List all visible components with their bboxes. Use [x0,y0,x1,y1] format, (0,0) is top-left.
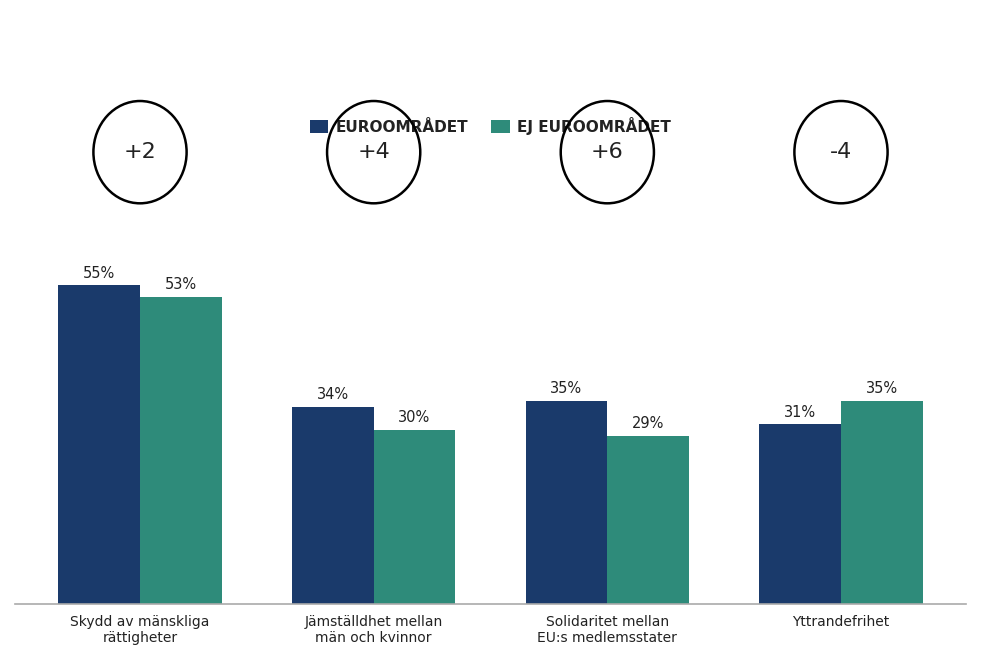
Text: 53%: 53% [165,277,197,292]
Text: 35%: 35% [550,381,583,397]
Text: +6: +6 [591,142,624,162]
Text: +2: +2 [124,142,156,162]
Bar [374,430,455,604]
Bar [140,297,222,604]
Legend: EUROOMRÅDET, EJ EUROOMRÅDET: EUROOMRÅDET, EJ EUROOMRÅDET [310,117,671,135]
Text: 55%: 55% [83,265,115,280]
Bar [526,401,607,604]
Bar [58,285,140,604]
Text: -4: -4 [830,142,852,162]
Text: +4: +4 [357,142,390,162]
Text: 34%: 34% [317,387,349,402]
Text: 31%: 31% [784,405,816,420]
Text: 29%: 29% [632,416,664,431]
Bar [841,401,923,604]
Text: 35%: 35% [866,381,898,397]
Bar [759,424,841,604]
Bar [607,436,689,604]
Text: 30%: 30% [398,411,431,425]
Bar [292,407,374,604]
